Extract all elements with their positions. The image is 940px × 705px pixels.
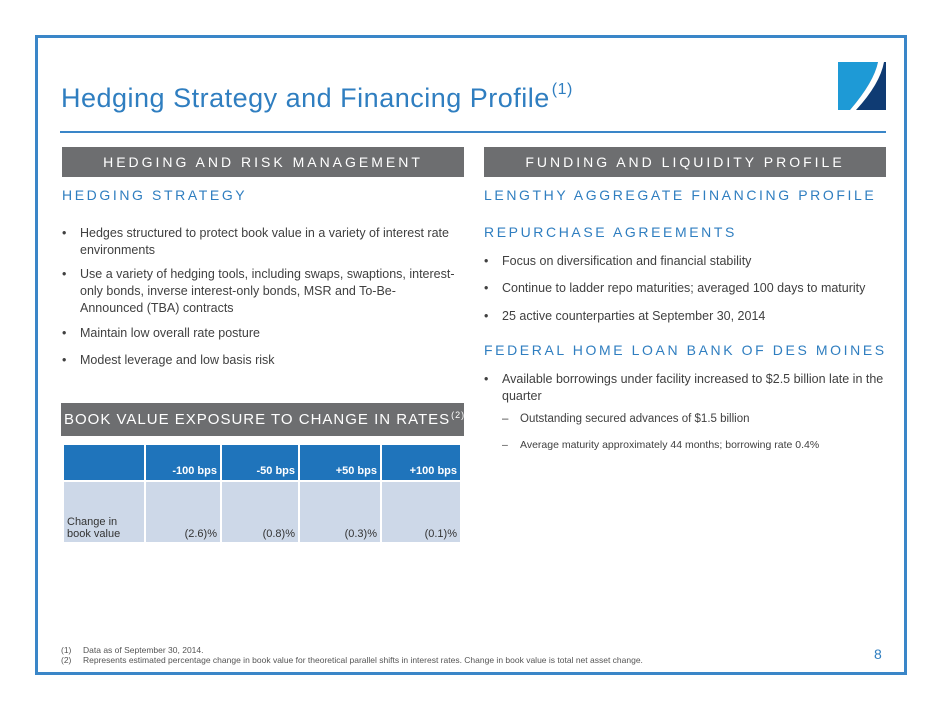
footnote: (1) Data as of September 30, 2014. bbox=[61, 645, 204, 655]
repo-heading: REPURCHASE AGREEMENTS bbox=[484, 224, 737, 240]
page-number: 8 bbox=[874, 646, 882, 662]
list-item: • Use a variety of hedging tools, includi… bbox=[62, 267, 455, 315]
header-cell: +100 bps bbox=[382, 445, 460, 480]
list-item: • Maintain low overall rate posture bbox=[62, 326, 260, 340]
bullet-text: 25 active counterparties at September 30… bbox=[502, 309, 766, 323]
header-cell: +50 bps bbox=[300, 445, 380, 480]
title-text: Hedging Strategy and Financing Profile bbox=[61, 83, 550, 113]
footnote: (2) Represents estimated percentage chang… bbox=[61, 655, 643, 665]
sub-bullet-text: Outstanding secured advances of $1.5 bil… bbox=[520, 413, 750, 425]
book-value-section-bar: BOOK VALUE EXPOSURE TO CHANGE IN RATES(2… bbox=[61, 403, 464, 436]
list-item: • Continue to ladder repo maturities; ave… bbox=[484, 281, 866, 295]
title-footnote-ref: (1) bbox=[551, 81, 573, 98]
footnote-ref: (2) bbox=[451, 410, 466, 420]
bullet-text: Focus on diversification and financial s… bbox=[502, 254, 752, 268]
book-value-table: -100 bps -50 bps +50 bps +100 bps Change… bbox=[62, 443, 462, 544]
sub-bullet-text: Average maturity approximately 44 months… bbox=[520, 439, 820, 451]
value-cell: (0.3)% bbox=[300, 482, 380, 542]
slide-frame bbox=[35, 35, 907, 675]
title-rule bbox=[60, 131, 886, 133]
company-logo-icon bbox=[838, 62, 886, 110]
value-cell: (0.1)% bbox=[382, 482, 460, 542]
sub-list-item: – Outstanding secured advances of $1.5 bi… bbox=[502, 413, 750, 425]
list-item: • Hedges structured to protect book value… bbox=[62, 226, 449, 257]
table-row: Change in book value (2.6)% (0.8)% (0.3)… bbox=[64, 482, 460, 542]
row-label: Change in book value bbox=[64, 482, 144, 542]
page-title: Hedging Strategy and Financing Profile (1… bbox=[61, 81, 573, 114]
list-item: • Modest leverage and low basis risk bbox=[62, 353, 275, 367]
financing-profile-heading: LENGTHY AGGREGATE FINANCING PROFILE bbox=[484, 187, 877, 203]
list-item: • 25 active counterparties at September 3… bbox=[484, 309, 766, 323]
footnote-text: Data as of September 30, 2014. bbox=[83, 645, 204, 655]
table-header-row: -100 bps -50 bps +50 bps +100 bps bbox=[64, 445, 460, 480]
header-cell bbox=[64, 445, 144, 480]
value-cell: (2.6)% bbox=[146, 482, 220, 542]
list-item: • Focus on diversification and financial … bbox=[484, 254, 752, 268]
value-cell: (0.8)% bbox=[222, 482, 298, 542]
list-item: • Available borrowings under facility inc… bbox=[484, 372, 884, 403]
header-cell: -100 bps bbox=[146, 445, 220, 480]
bullet-text: Continue to ladder repo maturities; aver… bbox=[502, 281, 866, 295]
hedging-section-bar: HEDGING AND RISK MANAGEMENT bbox=[62, 147, 464, 177]
sub-list-item: – Average maturity approximately 44 month… bbox=[502, 439, 820, 451]
bullet-text: Modest leverage and low basis risk bbox=[80, 353, 275, 367]
bullet-text: Available borrowings under facility incr… bbox=[502, 372, 884, 403]
fhlb-heading: FEDERAL HOME LOAN BANK OF DES MOINES bbox=[484, 342, 887, 358]
bullet-text: Hedges structured to protect book value … bbox=[80, 226, 449, 257]
bullet-text: Use a variety of hedging tools, includin… bbox=[80, 267, 455, 315]
hedging-strategy-heading: HEDGING STRATEGY bbox=[62, 187, 248, 203]
footnote-number: (1) bbox=[61, 645, 72, 655]
bar-text: BOOK VALUE EXPOSURE TO CHANGE IN RATES bbox=[64, 411, 451, 428]
footnote-number: (2) bbox=[61, 655, 72, 665]
footnote-text: Represents estimated percentage change i… bbox=[83, 655, 643, 665]
funding-section-bar: FUNDING AND LIQUIDITY PROFILE bbox=[484, 147, 886, 177]
bullet-text: Maintain low overall rate posture bbox=[80, 326, 260, 340]
header-cell: -50 bps bbox=[222, 445, 298, 480]
